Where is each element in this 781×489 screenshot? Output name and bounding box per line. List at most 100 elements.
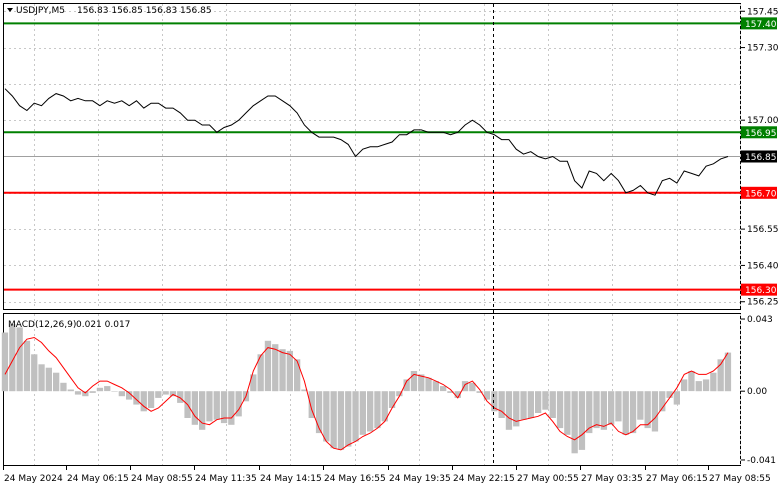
- macd-bar: [301, 389, 308, 392]
- macd-bar: [104, 386, 111, 392]
- time-tick-label: 24 May 22:15: [453, 474, 515, 484]
- macd-bar: [410, 371, 418, 392]
- macd-bar: [681, 379, 688, 392]
- macd-bar: [16, 327, 23, 392]
- macd-bar: [564, 391, 571, 435]
- price-axis: 157.45 157.30 157.00 156.55 156.40 156.25 157.…: [741, 7, 779, 308]
- macd-bar: [549, 391, 556, 418]
- macd-bar: [440, 386, 447, 392]
- macd-bar: [279, 349, 286, 392]
- macd-bar: [418, 374, 425, 392]
- macd-bar: [345, 391, 352, 447]
- macd-bar: [82, 391, 89, 397]
- macd-bar: [140, 391, 147, 412]
- price-series: [4, 88, 729, 196]
- macd-signal-line: [4, 336, 729, 451]
- time-tick-label: 24 May 16:55: [324, 474, 386, 484]
- macd-bar: [264, 340, 272, 392]
- macd-bar: [673, 391, 680, 405]
- level-tag-156.70: [741, 186, 777, 199]
- macd-bar: [67, 389, 74, 392]
- level-tag-label: 156.70: [745, 189, 777, 199]
- macd-panel-frame: [3, 313, 741, 466]
- time-tick-label: 24 May 2024: [4, 474, 63, 484]
- macd-bar: [155, 391, 162, 398]
- macd-bar: [578, 391, 586, 450]
- macd-bar: [118, 391, 125, 397]
- macd-bar: [162, 391, 169, 395]
- macd-bar: [651, 391, 659, 432]
- macd-bar: [352, 391, 359, 442]
- macd-bar: [425, 377, 432, 392]
- macd-bar: [147, 391, 155, 408]
- macd-bar: [608, 391, 615, 425]
- macd-bar: [600, 391, 607, 430]
- macd-bar: [695, 381, 702, 392]
- time-axis: 24 May 2024 24 May 06:15 24 May 08:55 24 Ma…: [3, 466, 771, 484]
- macd-bar: [60, 382, 67, 392]
- current-price-label: 156.85: [745, 153, 777, 163]
- level-tag-156.30: [741, 283, 777, 296]
- time-tick-label: 24 May 08:55: [131, 474, 193, 484]
- macd-bar: [1, 332, 9, 392]
- macd-bar: [272, 344, 279, 392]
- macd-tick-label: -0.041: [747, 456, 776, 466]
- macd-bar: [23, 340, 31, 392]
- macd-values: 0.021 0.017: [76, 320, 130, 330]
- time-tick-label: 27 May 06:15: [646, 474, 708, 484]
- macd-bar: [330, 391, 337, 449]
- time-tick-label: 24 May 06:15: [67, 474, 129, 484]
- macd-bar: [469, 382, 476, 392]
- macd-bar: [323, 391, 330, 442]
- price-levels: [4, 22, 741, 291]
- level-tag-label: 156.95: [745, 129, 777, 139]
- price-line: [4, 88, 729, 196]
- macd-bar: [644, 391, 651, 429]
- macd-histogram: [1, 324, 732, 454]
- macd-bar: [169, 391, 177, 397]
- macd-bar: [89, 391, 96, 393]
- macd-bar: [476, 391, 483, 393]
- macd-bar: [659, 391, 666, 412]
- macd-bar: [571, 391, 578, 454]
- macd-tick-label: 0.00: [747, 387, 767, 397]
- macd-bar: [228, 391, 235, 425]
- macd-bar: [359, 391, 366, 435]
- macd-bar: [374, 391, 381, 429]
- macd-bar: [367, 391, 374, 432]
- macd-bar: [702, 379, 710, 392]
- price-tick-label: 157.45: [747, 7, 779, 17]
- macd-bar: [666, 391, 673, 398]
- macd-bar: [199, 391, 206, 430]
- current-price-tag: [741, 150, 777, 163]
- macd-bar: [126, 391, 133, 400]
- symbol-header[interactable]: USDJPY,M5 156.83 156.85 156.83 156.85: [7, 6, 212, 16]
- macd-signal-series: [4, 336, 729, 451]
- level-tag-156.95: [741, 126, 777, 139]
- macd-bar: [724, 352, 732, 392]
- macd-bar: [432, 381, 439, 392]
- macd-bar: [74, 391, 82, 395]
- time-tick-label: 27 May 08:55: [709, 474, 771, 484]
- collapse-triangle-icon[interactable]: [7, 8, 13, 12]
- macd-bar: [308, 391, 315, 418]
- macd-bar: [53, 372, 60, 392]
- macd-bar: [527, 391, 534, 418]
- price-tick-label: 157.30: [747, 44, 779, 54]
- macd-bar: [213, 391, 220, 420]
- macd-bar: [688, 371, 695, 392]
- level-tag-157.40: [741, 17, 777, 30]
- macd-bar: [535, 391, 542, 413]
- macd-bar: [396, 391, 403, 397]
- macd-bar: [133, 391, 140, 405]
- macd-bar: [461, 381, 469, 392]
- level-tag-label: 157.40: [745, 20, 777, 30]
- time-tick-label: 24 May 19:35: [389, 474, 451, 484]
- time-tick-label: 27 May 00:55: [517, 474, 579, 484]
- macd-bar: [206, 391, 213, 422]
- macd-bar: [45, 367, 52, 392]
- macd-bar: [520, 391, 527, 420]
- macd-bar: [513, 391, 520, 427]
- macd-bar: [454, 391, 461, 398]
